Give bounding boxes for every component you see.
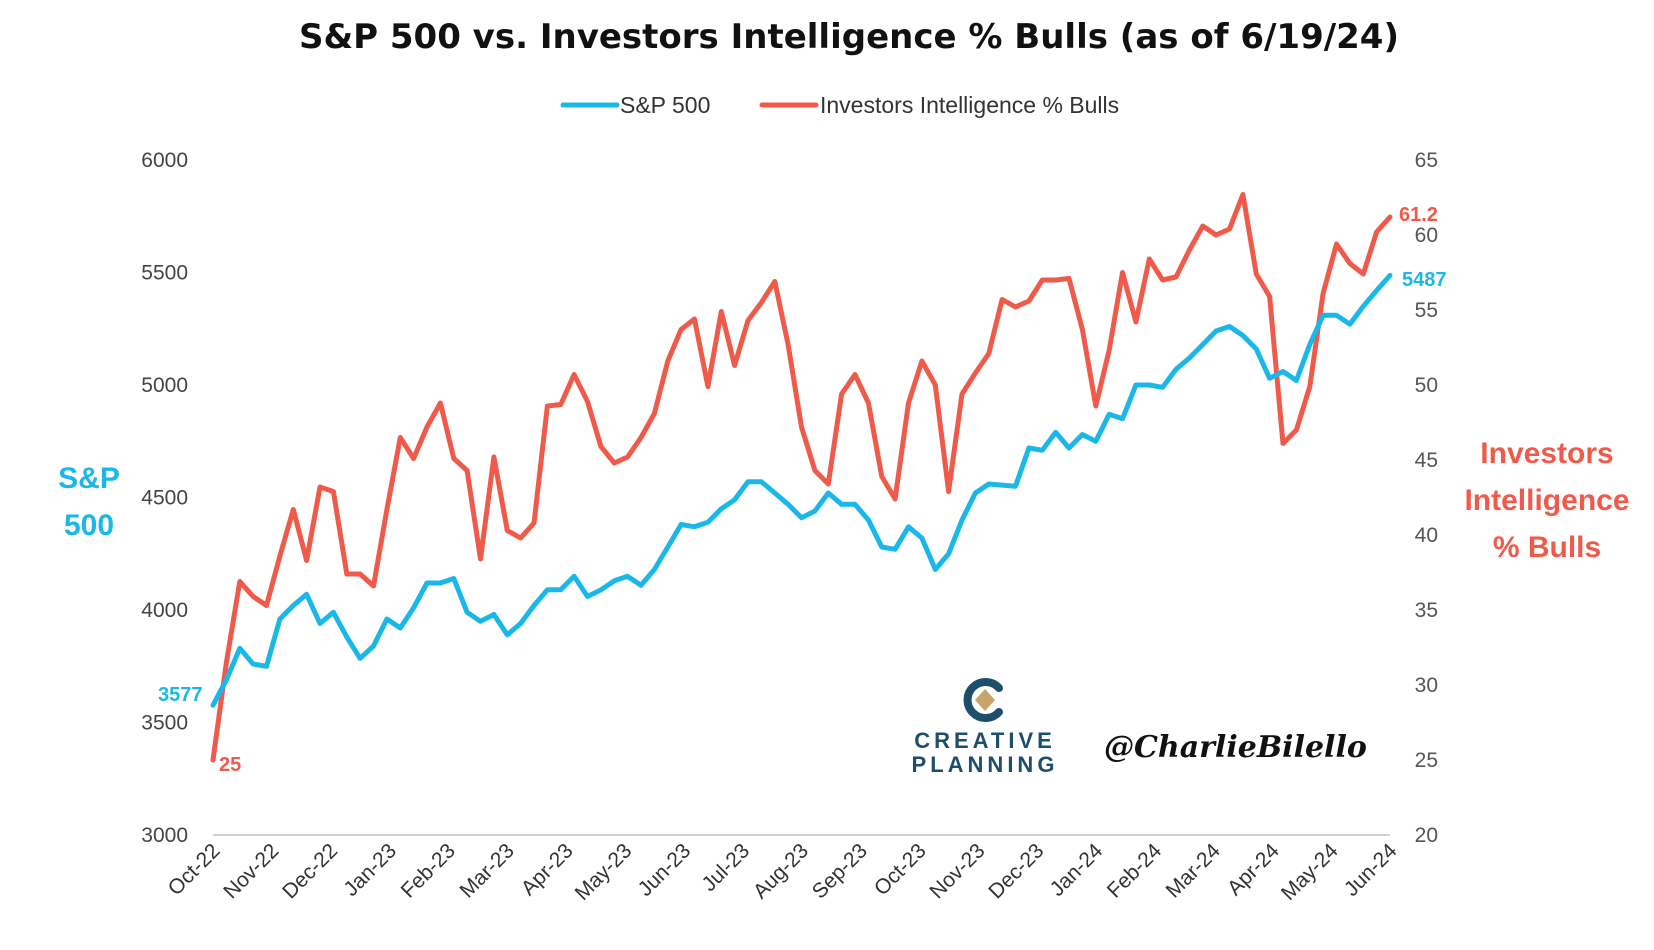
- left-axis-title-line-1: S&P: [58, 462, 120, 495]
- right-tick-label: 65: [1415, 149, 1438, 172]
- series-line-bulls: [210, 192, 1393, 763]
- x-tick-label: Feb-24: [1103, 839, 1167, 903]
- brand-name-line-1: CREATIVE: [914, 728, 1056, 753]
- x-tick-label: Jan-24: [1046, 839, 1108, 901]
- left-tick-label: 5000: [141, 374, 188, 397]
- x-tick-label: Jun-23: [634, 839, 696, 901]
- x-tick-label: Jun-24: [1340, 839, 1402, 901]
- left-axis-title-line-2: 500: [64, 509, 114, 542]
- sp500-last-value-label: 5487: [1402, 269, 1447, 291]
- x-tick-label: Mar-23: [455, 839, 518, 902]
- bulls-first-value-label: 25: [219, 754, 241, 776]
- right-tick-label: 25: [1415, 749, 1438, 772]
- legend-label-bulls: Investors Intelligence % Bulls: [820, 92, 1119, 118]
- x-tick-label: Dec-23: [984, 839, 1048, 903]
- x-tick-label: Jan-23: [339, 839, 401, 901]
- brand-name-line-2: PLANNING: [912, 752, 1059, 777]
- x-tick-label: May-24: [1277, 839, 1343, 905]
- x-tick-label: Apr-23: [517, 839, 578, 900]
- x-tick-label: Nov-22: [219, 839, 283, 903]
- x-tick-label: Aug-23: [749, 839, 813, 903]
- left-tick-label: 4500: [141, 487, 188, 510]
- right-tick-label: 20: [1415, 824, 1438, 847]
- bulls-last-value-label: 61.2: [1399, 204, 1438, 226]
- left-tick-label: 3500: [141, 712, 188, 735]
- right-tick-label: 35: [1415, 599, 1438, 622]
- creative-planning-logo-icon: [963, 678, 1003, 722]
- right-tick-label: 40: [1415, 524, 1438, 547]
- left-tick-label: 3000: [141, 824, 188, 847]
- left-tick-label: 4000: [141, 599, 188, 622]
- x-tick-label: Feb-23: [397, 839, 460, 902]
- left-tick-label: 6000: [141, 149, 188, 172]
- x-tick-label: Mar-24: [1162, 839, 1226, 903]
- right-axis-title-line-3: % Bulls: [1493, 531, 1601, 564]
- x-tick-label: Nov-23: [925, 839, 989, 903]
- right-tick-label: 60: [1415, 224, 1438, 247]
- x-tick-label: Oct-22: [164, 839, 225, 900]
- chart-title: S&P 500 vs. Investors Intelligence % Bul…: [299, 17, 1399, 57]
- sp500-first-value-label: 3577: [158, 684, 203, 706]
- right-tick-label: 30: [1415, 674, 1438, 697]
- watermark: CREATIVE PLANNING @CharlieBilello: [912, 678, 1367, 777]
- x-tick-label: Oct-23: [870, 839, 931, 900]
- x-tick-label: May-23: [571, 839, 637, 905]
- x-tick-label: Dec-22: [278, 839, 342, 903]
- right-tick-label: 45: [1415, 449, 1438, 472]
- right-axis-title-line-2: Intelligence: [1464, 484, 1629, 517]
- x-tick-label: Sep-23: [808, 839, 872, 903]
- x-tick-label: Jul-23: [697, 839, 754, 896]
- right-tick-label: 55: [1415, 299, 1438, 322]
- x-axis-ticks: Oct-22Nov-22Dec-22Jan-23Feb-23Mar-23Apr-…: [164, 839, 1402, 905]
- legend: S&P 500 Investors Intelligence % Bulls: [560, 92, 1119, 118]
- right-axis-title-line-1: Investors: [1480, 437, 1613, 470]
- series-line-sp500: [210, 272, 1393, 708]
- right-tick-label: 50: [1415, 374, 1438, 397]
- x-tick-label: Apr-24: [1223, 839, 1284, 900]
- author-handle: @CharlieBilello: [1104, 730, 1367, 765]
- legend-label-sp500: S&P 500: [620, 92, 710, 118]
- left-tick-label: 5500: [141, 262, 188, 285]
- right-axis-ticks: 20 25 30 35 40 45 50 55 60 65: [1415, 149, 1438, 847]
- left-axis-ticks: 3000 3500 4000 4500 5000 5500 6000: [141, 149, 188, 847]
